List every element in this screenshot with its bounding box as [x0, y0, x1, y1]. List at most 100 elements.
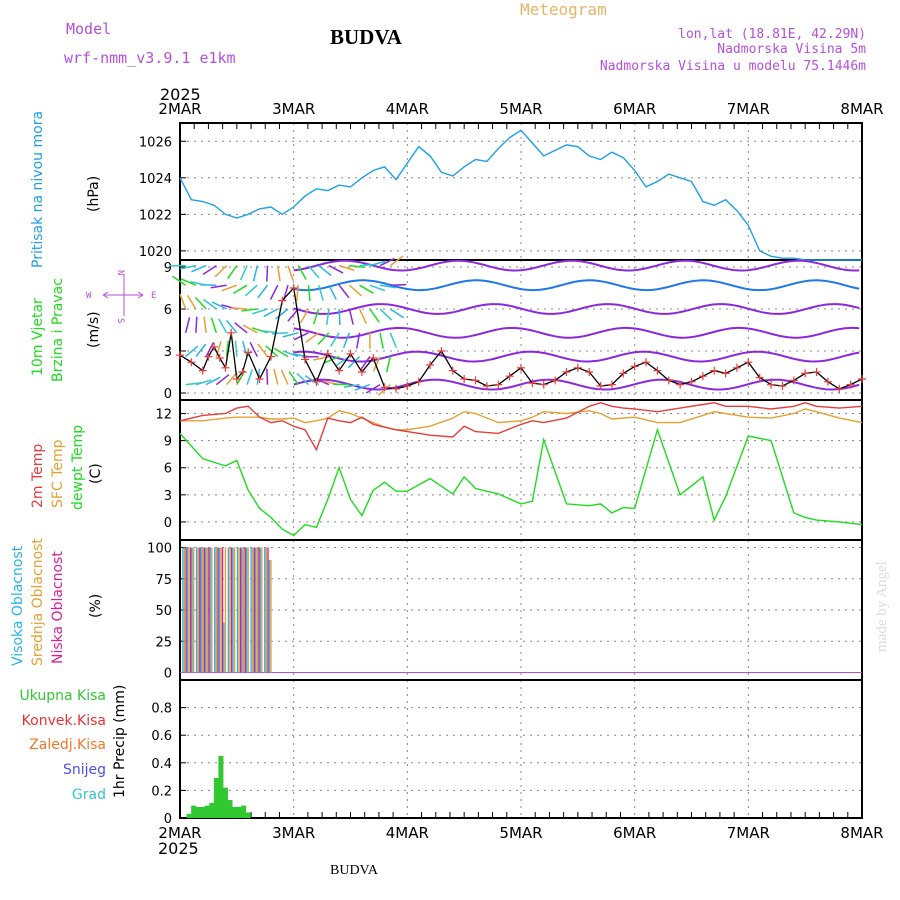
pressure-ytick-label: 1026 — [139, 135, 172, 150]
wind-arrow — [328, 264, 344, 274]
wind-gust-marker — [664, 376, 673, 385]
wind-gust-marker — [676, 380, 685, 389]
wind-gust-marker — [858, 375, 866, 383]
wind-gust-marker — [301, 355, 310, 364]
wind-arrow — [282, 332, 299, 338]
wind-direction-band — [293, 326, 860, 339]
wind-arrow — [239, 265, 248, 281]
wind-arrow — [347, 356, 361, 369]
x-label-bottom: 3MAR — [272, 824, 315, 842]
cloud-ytick-label: 100 — [147, 542, 172, 557]
wind-arrow — [210, 284, 227, 289]
x-label-top: 2MAR — [158, 100, 201, 118]
wind-arrow — [242, 324, 258, 334]
wind-gust-marker — [721, 369, 730, 378]
wind-arrow — [349, 264, 366, 269]
wind-arrow — [385, 356, 392, 373]
compass-west: W — [86, 291, 92, 301]
wind-arrow — [225, 320, 238, 334]
wind-arrow — [296, 285, 299, 302]
x-label-top: 4MAR — [386, 100, 429, 118]
wind-arrow — [211, 301, 227, 310]
wind-gust-marker — [255, 375, 264, 383]
wind-gust-marker — [187, 358, 196, 367]
wind-arrow — [195, 379, 212, 386]
wind-arrow — [282, 350, 299, 358]
legend-snow: Snijeg — [63, 762, 106, 778]
cloud-ytick-label: 25 — [155, 635, 172, 650]
wind-arrow — [355, 332, 361, 349]
cloud-ytick-label: 50 — [155, 604, 172, 619]
wind-arrow — [203, 316, 207, 333]
wind-arrow — [318, 265, 332, 277]
precip-bar — [213, 777, 219, 818]
precip-ytick-label: 0 — [164, 812, 172, 827]
wind-direction-band — [293, 350, 860, 363]
temp-ytick-label: 0 — [164, 516, 172, 531]
wind-gust-marker — [494, 380, 503, 389]
wind-arrow — [365, 383, 381, 394]
wind-arrow — [379, 308, 393, 321]
wind-arrow — [273, 347, 289, 358]
wind-arrow — [338, 284, 350, 299]
wind-arrow — [379, 332, 384, 349]
x-label-top: 8MAR — [840, 100, 883, 118]
compass-south: S — [115, 318, 125, 323]
wind-gust-marker — [528, 379, 537, 388]
precip-bar — [232, 806, 238, 818]
wind-arrow — [269, 284, 279, 300]
wind-arrow — [252, 265, 259, 282]
wind-arrow — [360, 356, 371, 371]
wind-gust-marker — [573, 363, 582, 372]
x-label-top: 7MAR — [727, 100, 770, 118]
precip-bar — [191, 805, 197, 818]
precip-bar — [204, 805, 210, 818]
wind-ytick-label: 3 — [164, 345, 172, 360]
precip-bar — [236, 806, 242, 818]
precip-legend: Ukupna Kisa Konvek.Kisa Zaledj.Kisa Snij… — [19, 688, 106, 803]
wind-arrow — [234, 340, 238, 357]
wind-gust-marker — [357, 368, 366, 376]
wind-arrow — [225, 340, 229, 357]
wind-gust-marker — [221, 363, 230, 372]
wind-arrow — [389, 332, 397, 348]
wind-gust-marker — [323, 349, 332, 358]
wind-gust-marker — [215, 354, 224, 362]
pressure-frame — [179, 122, 863, 261]
wind-gust-marker — [471, 376, 480, 385]
wind-arrow — [280, 369, 289, 385]
wind-gust-marker — [312, 377, 321, 386]
precip-bar — [209, 802, 215, 818]
wind-compass-icon: N S W E — [86, 270, 156, 323]
legend-hail: Grad — [72, 787, 106, 803]
wind-ytick-label: 0 — [164, 387, 172, 402]
wind-arrow — [288, 371, 299, 386]
pressure-ytick-label: 1022 — [139, 208, 172, 223]
wind-gust-marker — [744, 358, 753, 367]
temp-panel: 0 3 6 9 12 — [155, 399, 863, 541]
sfc-ylabel: SFC Temp — [50, 439, 66, 508]
wind-gust-marker — [562, 368, 571, 376]
wind-panel: 0 3 6 9 — [164, 259, 863, 402]
wind-arrow — [369, 284, 386, 292]
wind-gust-marker — [369, 354, 378, 362]
elevation-text: Nadmorska Visina 5m — [717, 42, 866, 57]
wind-unit: (m/s) — [86, 311, 102, 348]
wind-arrow — [348, 284, 362, 297]
wind-direction-band — [293, 303, 860, 315]
x-label-bottom: 8MAR — [840, 824, 883, 842]
wind-arrow — [261, 330, 278, 334]
wind-arrow — [226, 371, 238, 386]
wind-arrow — [184, 317, 191, 333]
wind-gust-marker — [460, 375, 469, 383]
wind-arrow — [257, 343, 269, 358]
wind-direction-band — [293, 259, 860, 272]
wind-gust-marker — [204, 352, 213, 361]
dewpt-ylabel: dewpt Temp — [70, 425, 86, 510]
wind-gust-marker — [642, 358, 651, 367]
temp-ytick-label: 9 — [164, 435, 172, 450]
wind-arrow — [205, 376, 221, 386]
wind-direction-band — [293, 279, 860, 292]
wind-arrow — [195, 316, 198, 333]
x-label-bottom: 7MAR — [727, 824, 770, 842]
